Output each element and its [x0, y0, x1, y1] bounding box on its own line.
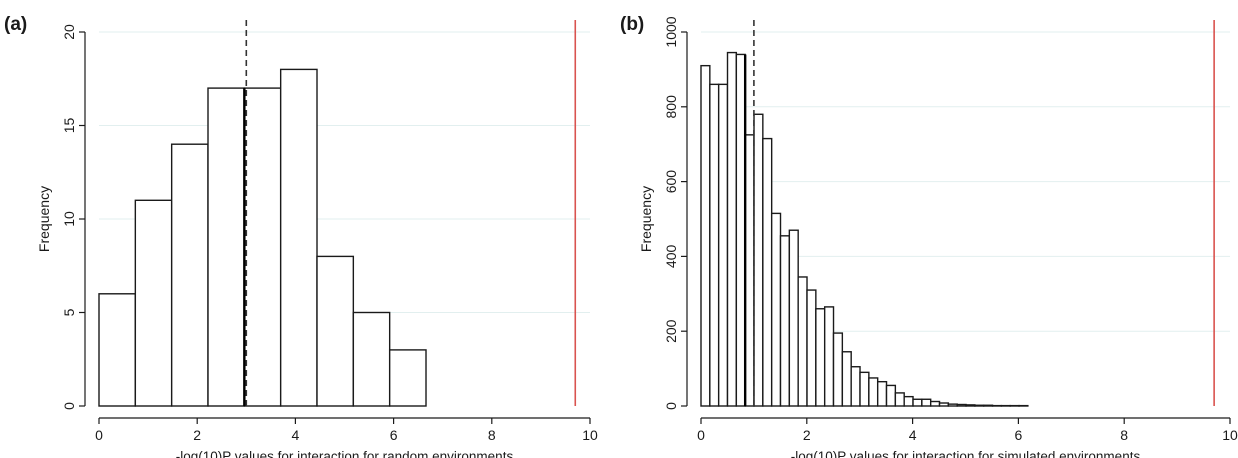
x-axis-title: -log(10)P values for interaction for sim…: [791, 449, 1141, 458]
histogram-bar: [316, 255, 355, 407]
histogram-bar: [770, 212, 782, 407]
histogram-simulated-environments: 0 2 4 6 8 10 0 200 400 600 800 1000 -log(10)P values…: [638, 16, 1238, 458]
x-tick-label: 2: [803, 427, 811, 443]
histogram-random-environments: 0 2 4 6 8 10 0 5 10 15 20 -log(10)P values for inte…: [36, 20, 598, 458]
histogram-bar: [709, 83, 720, 407]
histogram-bar: [929, 400, 941, 407]
y-tick-label: 0: [663, 402, 679, 410]
x-tick-label: 8: [1120, 427, 1128, 443]
x-axis-title: -log(10)P values for interaction for ran…: [176, 449, 514, 458]
histogram-bar: [98, 293, 137, 407]
y-tick-label: 800: [663, 95, 679, 119]
y-tick-label: 5: [61, 308, 77, 316]
histogram-bar: [753, 113, 764, 407]
y-tick-label: 20: [61, 24, 77, 40]
histogram-bar: [762, 137, 773, 407]
histogram-bar: [797, 276, 808, 407]
x-tick-label: 2: [193, 427, 201, 443]
histogram-bar: [841, 351, 852, 407]
x-tick-label: 6: [390, 427, 398, 443]
histogram-bar: [788, 229, 799, 407]
histogram-bar: [388, 349, 427, 407]
histogram-bar: [965, 404, 976, 407]
histogram-bar: [885, 384, 897, 407]
x-tick-label: 10: [582, 427, 598, 443]
y-tick-label: 400: [663, 245, 679, 269]
histogram-bar: [903, 395, 914, 407]
x-tick-label: 6: [1015, 427, 1023, 443]
y-tick-label: 0: [61, 402, 77, 410]
histogram-bar: [921, 398, 932, 407]
histogram-bar: [207, 87, 246, 407]
histogram-bar: [956, 403, 967, 407]
x-tick-label: 4: [292, 427, 300, 443]
y-axis-title: Frequency: [638, 186, 654, 252]
histogram-bar: [170, 143, 209, 407]
histogram-bar: [700, 64, 711, 407]
histogram-bar: [134, 199, 173, 407]
chart-panel-a: 0 2 4 6 8 10 0 5 10 15 20 -log(10)P values for inte…: [0, 0, 612, 458]
chart-panel-b: 0 2 4 6 8 10 0 200 400 600 800 1000 -log(10)P values…: [612, 0, 1238, 458]
histogram-bar: [894, 392, 905, 407]
x-tick-label: 10: [1222, 427, 1238, 443]
histogram-bar: [279, 68, 318, 407]
y-tick-label: 1000: [663, 16, 679, 47]
histogram-bar: [779, 235, 791, 407]
y-axis-title: Frequency: [36, 186, 52, 252]
y-tick-label: 200: [663, 319, 679, 343]
x-tick-label: 4: [909, 427, 917, 443]
histogram-bar: [744, 134, 755, 407]
histogram-bar: [868, 377, 879, 407]
histogram-bar: [832, 332, 844, 407]
histogram-bar: [982, 404, 994, 407]
x-tick-label: 0: [95, 427, 103, 443]
panel-label-b: (b): [620, 14, 645, 35]
histogram-bar: [735, 53, 746, 407]
y-tick-label: 10: [61, 211, 77, 227]
histogram-bar: [352, 311, 391, 407]
x-tick-label: 8: [488, 427, 496, 443]
y-tick-label: 600: [663, 170, 679, 194]
histogram-bar: [823, 306, 835, 407]
histogram-bar: [912, 398, 923, 407]
histogram-bar: [876, 380, 888, 407]
histogram-bar: [806, 289, 817, 407]
histogram-bar: [974, 404, 985, 407]
histogram-bar: [850, 366, 861, 407]
histogram-bar: [859, 371, 870, 407]
histogram-bar: [938, 402, 950, 407]
x-tick-label: 0: [697, 427, 705, 443]
panel-label-a: (a): [4, 14, 28, 35]
histogram-bar: [947, 403, 958, 407]
histogram-bar: [815, 308, 826, 407]
histogram-bar: [243, 87, 282, 407]
histogram-bar: [726, 51, 738, 407]
y-tick-label: 15: [61, 118, 77, 134]
histogram-bar: [717, 83, 729, 407]
